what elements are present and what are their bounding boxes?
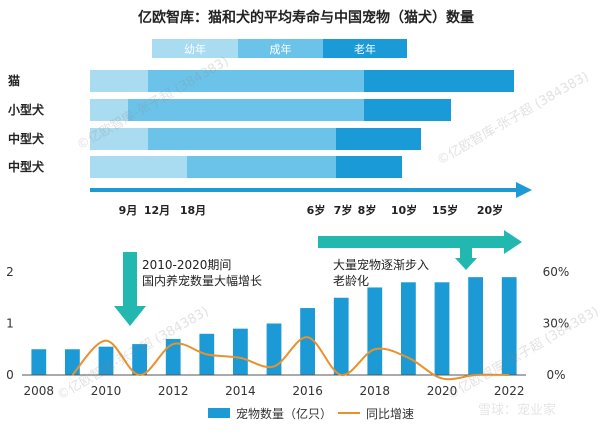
- x-tick-2020: 2020: [427, 384, 458, 398]
- row-0-segment-0: [90, 70, 148, 92]
- down-arrow-1-shaft: [123, 252, 137, 306]
- chart-title: 亿欧智库：猫和犬的平均寿命与中国宠物（猫犬）数量: [138, 9, 474, 26]
- bar-2015: [266, 323, 282, 375]
- y-tick-0: 0: [6, 368, 14, 382]
- row-3-segment-0: [90, 156, 187, 178]
- row-0-segment-1: [148, 70, 364, 92]
- bar-2011: [132, 344, 147, 375]
- row-label-2: 中型犬: [8, 131, 45, 146]
- row-label-3: 中型犬: [8, 159, 45, 174]
- bar-2017: [333, 297, 349, 375]
- timeline-tick-6: 10岁: [391, 203, 417, 217]
- y2-tick-1: 30%: [543, 317, 570, 331]
- stage-label-2: 老年: [354, 42, 376, 56]
- row-2-segment-2: [336, 128, 421, 150]
- stage-swatch-1: [238, 39, 323, 58]
- bar-2009: [65, 349, 80, 375]
- row-0-segment-2: [364, 70, 514, 92]
- annotation-arrows: [114, 230, 522, 326]
- timeline-tick-0: 9月: [119, 204, 138, 217]
- x-tick-2016: 2016: [292, 384, 323, 398]
- watermark-source: 雪球：宠业家: [478, 402, 556, 418]
- down-arrow-1-head: [114, 306, 146, 326]
- chart-legend: 宠物数量（亿只） 同比增速: [208, 406, 414, 421]
- timeline-tick-4: 7岁: [334, 203, 353, 217]
- bar-2020: [434, 282, 450, 375]
- bar-2021: [468, 277, 483, 375]
- stage-legend: 幼年 成年 老年: [152, 39, 407, 58]
- row-1-segment-2: [364, 99, 451, 121]
- row-label-1: 小型犬: [8, 102, 45, 117]
- annotation-growth: 2010-2020期间国内养宠数量大幅增长: [142, 258, 262, 288]
- annotation-aging: 大量宠物逐渐步入老龄化: [333, 257, 429, 288]
- x-tick-2014: 2014: [225, 384, 256, 398]
- row-label-0: 猫: [8, 73, 20, 88]
- bar-2008: [31, 349, 47, 375]
- timeline-tick-3: 6岁: [307, 203, 326, 217]
- growth-rate-line: [71, 336, 510, 381]
- row-2-segment-1: [148, 128, 336, 150]
- stage-label-1: 成年: [270, 42, 292, 56]
- down-arrow-2-head: [455, 258, 477, 270]
- age-timeline: 9月 12月 18月 6岁 7岁 8岁 10岁 15岁 20岁: [90, 182, 532, 217]
- timeline-tick-2: 18月: [180, 204, 206, 217]
- y-tick-2: 2: [6, 265, 14, 279]
- legend-label-bars: 宠物数量（亿只）: [236, 406, 332, 421]
- stage-swatch-2: [323, 39, 407, 58]
- pet-count-chart: 0 1 2 0% 30% 60% 2008 2010 2012 2014 2016 2018 2020 2…: [6, 265, 569, 398]
- timeline-tick-7: 15岁: [432, 203, 458, 217]
- x-tick-2018: 2018: [360, 384, 391, 398]
- timeline-arrowhead: [516, 182, 532, 198]
- stage-swatch-0: [152, 39, 238, 58]
- x-tick-2010: 2010: [91, 384, 122, 398]
- row-3-segment-1: [187, 156, 336, 178]
- x-tick-2022: 2022: [494, 384, 525, 398]
- right-arrow-shaft: [318, 236, 504, 248]
- row-1-segment-1: [128, 99, 364, 121]
- right-arrow-head: [504, 230, 522, 254]
- row-1-segment-0: [90, 99, 128, 121]
- down-arrow-2-shaft: [460, 248, 472, 260]
- x-tick-2008: 2008: [24, 384, 55, 398]
- bar-2014: [233, 328, 248, 375]
- legend-swatch-bars: [208, 408, 230, 418]
- x-tick-2012: 2012: [158, 384, 189, 398]
- bar-2012: [165, 338, 181, 375]
- y2-tick-2: 60%: [543, 265, 570, 279]
- bar-2019: [401, 282, 416, 375]
- legend-label-line: 同比增速: [366, 407, 414, 421]
- stage-label-0: 幼年: [184, 42, 206, 56]
- timeline-tick-1: 12月: [144, 204, 170, 217]
- bar-2010: [98, 346, 114, 375]
- row-2-segment-0: [90, 128, 148, 150]
- y2-tick-0: 0%: [546, 368, 565, 382]
- bar-2018: [367, 287, 383, 375]
- y-tick-1: 1: [6, 317, 14, 331]
- bar-2022: [501, 277, 517, 375]
- timeline-tick-8: 20岁: [477, 203, 503, 217]
- timeline-tick-5: 8岁: [358, 203, 377, 217]
- row-3-segment-2: [336, 156, 402, 178]
- bar-2016: [300, 308, 315, 375]
